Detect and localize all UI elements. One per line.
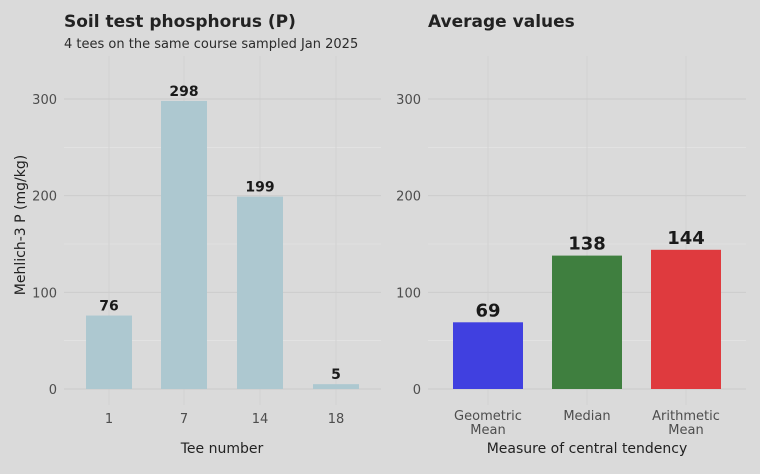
right-chart-title: Average values bbox=[428, 12, 575, 32]
bar bbox=[161, 100, 207, 389]
right-data-labels: 69 138 144 bbox=[475, 228, 704, 321]
left-y-ticks: 0 100 200 300 bbox=[32, 93, 57, 398]
y-tick-label: 0 bbox=[49, 383, 57, 398]
x-tick-label-line: Arithmetic bbox=[652, 409, 720, 424]
x-tick-label-line: 7 bbox=[180, 412, 188, 427]
right-bars bbox=[453, 249, 721, 389]
x-tick-label-line: Median bbox=[563, 409, 610, 424]
data-label: 76 bbox=[99, 299, 118, 315]
x-tick-label: 14 bbox=[252, 412, 269, 427]
averages-panel: Average values Measure of central tenden… bbox=[396, 12, 746, 457]
data-label: 298 bbox=[169, 84, 198, 100]
bar bbox=[313, 384, 359, 389]
left-bars bbox=[86, 100, 359, 389]
x-tick-label: Geometric Mean bbox=[454, 409, 522, 438]
right-x-axis-label: Measure of central tendency bbox=[487, 441, 688, 457]
x-tick-label: Arithmetic Mean bbox=[652, 409, 720, 438]
left-x-ticks: 1 7 14 18 bbox=[105, 412, 344, 427]
x-tick-label: 18 bbox=[328, 412, 345, 427]
x-tick-label-line: 1 bbox=[105, 412, 113, 427]
y-tick-label: 300 bbox=[32, 93, 57, 108]
bar bbox=[237, 196, 283, 389]
left-chart-subtitle: 4 tees on the same course sampled Jan 20… bbox=[64, 37, 358, 52]
x-tick-label-line: Geometric bbox=[454, 409, 522, 424]
data-label: 69 bbox=[475, 300, 500, 321]
y-tick-label: 200 bbox=[32, 190, 57, 205]
x-tick-label-line: Mean bbox=[470, 423, 505, 438]
data-label: 138 bbox=[568, 234, 606, 255]
x-tick-label: Median bbox=[563, 409, 610, 424]
y-tick-label: 300 bbox=[396, 93, 421, 108]
x-tick-label: 7 bbox=[180, 412, 188, 427]
right-y-ticks: 0 100 200 300 bbox=[396, 93, 421, 398]
x-tick-label-line: 18 bbox=[328, 412, 345, 427]
x-tick-label-line: 14 bbox=[252, 412, 269, 427]
y-tick-label: 0 bbox=[413, 383, 421, 398]
left-data-labels: 76 298 199 5 bbox=[99, 84, 341, 383]
left-chart-title: Soil test phosphorus (P) bbox=[64, 12, 296, 32]
y-tick-label: 100 bbox=[396, 286, 421, 301]
bar bbox=[86, 315, 132, 389]
phosphorus-panel: Soil test phosphorus (P) 4 tees on the s… bbox=[13, 12, 381, 457]
data-label: 5 bbox=[331, 367, 341, 383]
y-tick-label: 100 bbox=[32, 286, 57, 301]
bar bbox=[453, 322, 523, 389]
left-x-axis-label: Tee number bbox=[180, 441, 264, 457]
y-tick-label: 200 bbox=[396, 190, 421, 205]
bar bbox=[651, 249, 721, 389]
data-label: 199 bbox=[245, 180, 274, 196]
x-tick-label: 1 bbox=[105, 412, 113, 427]
left-y-axis-label: Mehlich-3 P (mg/kg) bbox=[13, 155, 29, 295]
bar bbox=[552, 255, 622, 389]
data-label: 144 bbox=[667, 228, 705, 249]
x-tick-label-line: Mean bbox=[668, 423, 703, 438]
